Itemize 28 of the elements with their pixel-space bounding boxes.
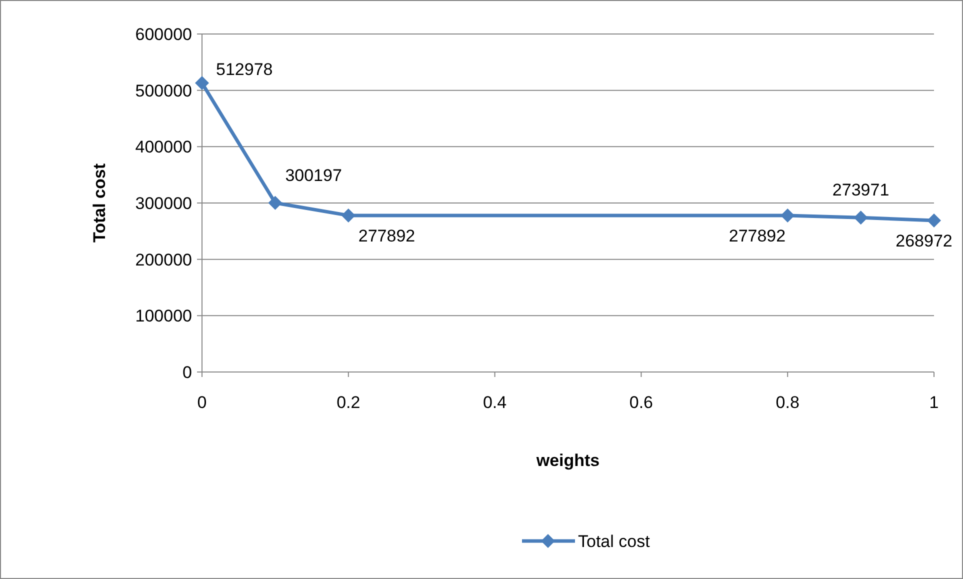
data-label: 300197	[285, 166, 342, 185]
point	[268, 196, 282, 210]
point	[854, 210, 868, 225]
point	[195, 76, 209, 90]
x-tick-label: 0.6	[629, 393, 654, 412]
x-tick-label: 0	[197, 393, 207, 412]
point	[341, 208, 356, 222]
point	[780, 208, 795, 222]
y-tick-label: 300000	[135, 194, 192, 213]
x-tick-label: 1	[929, 393, 939, 412]
y-tick-label: 0	[182, 362, 192, 382]
y-tick-label: 100000	[135, 306, 192, 326]
y-tick-label: 600000	[135, 24, 192, 44]
x-tick-label: 0.8	[776, 393, 800, 412]
x-tick-label: 0.4	[482, 393, 507, 412]
data-label: 273971	[832, 180, 890, 200]
point	[927, 213, 941, 228]
x-tick-label: 0.2	[336, 393, 360, 412]
y-tick-label: 400000	[135, 138, 192, 157]
y-axis-title: Total cost	[90, 163, 109, 243]
data-label: 512978	[216, 60, 273, 80]
data-label: 277892	[728, 226, 786, 246]
data-label: 277892	[358, 226, 416, 246]
data-label: 268972	[896, 231, 952, 250]
y-tick-label: 500000	[135, 81, 192, 100]
legend-label: Total cost	[578, 532, 650, 551]
x-axis-title: weights	[535, 451, 600, 470]
y-tick-label: 200000	[135, 250, 192, 270]
